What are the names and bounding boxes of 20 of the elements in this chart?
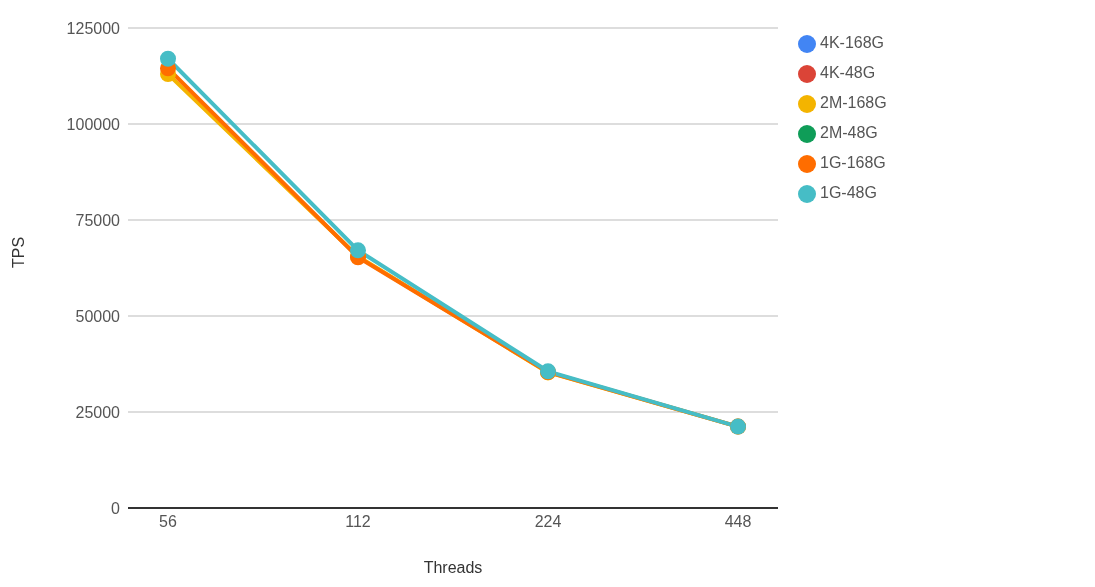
y-axis-title: TPS xyxy=(9,236,27,268)
y-tick-label: 50000 xyxy=(75,307,121,325)
y-tick-label: 100000 xyxy=(66,115,121,133)
point xyxy=(160,50,176,67)
x-tick-label: 224 xyxy=(534,513,562,531)
x-tick-label: 448 xyxy=(724,513,752,531)
legend-label: 4K-168G xyxy=(820,34,885,51)
y-tick-label: 75000 xyxy=(75,211,121,229)
x-tick-label: 56 xyxy=(159,513,177,531)
y-tick-label: 25000 xyxy=(75,403,121,421)
x-tick-label: 112 xyxy=(345,513,371,531)
legend-label: 1G-168G xyxy=(820,154,886,171)
x-axis-title: Threads xyxy=(423,559,483,576)
legend-label: 2M-48G xyxy=(820,124,878,141)
legend-label: 4K-48G xyxy=(820,64,876,81)
y-tick-label: 0 xyxy=(111,499,121,517)
y-tick-label: 125000 xyxy=(66,19,121,37)
legend-label: 2M-168G xyxy=(820,94,887,111)
point xyxy=(350,242,366,259)
legend-label: 1G-48G xyxy=(820,184,877,201)
